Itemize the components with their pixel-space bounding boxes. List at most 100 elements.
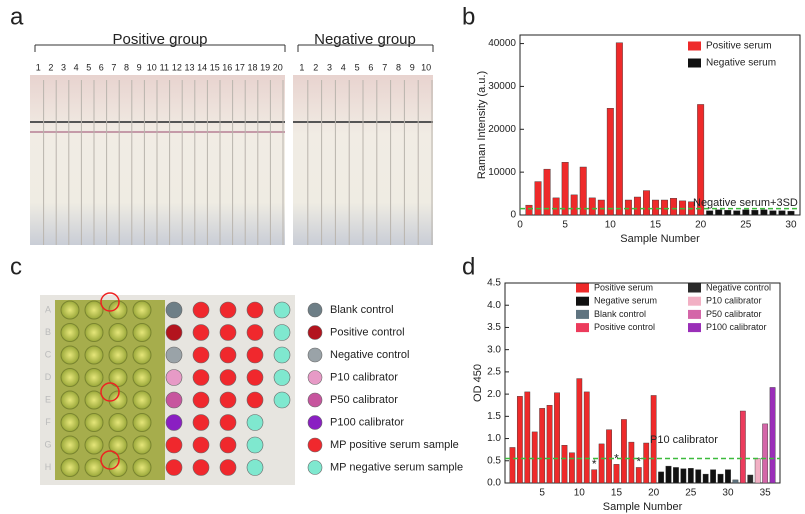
y-tick-label: 20000 [488,124,516,135]
y-tick-label: 1.0 [487,433,501,444]
well [132,323,152,342]
y-tick-label: 3.5 [487,322,501,333]
bar [561,445,568,484]
legend-label: Positive serum [706,41,772,52]
bar [670,198,677,216]
annotation: * [636,455,641,469]
bar [534,181,542,216]
y-tick-label: 0.0 [487,478,501,489]
bar [747,474,754,484]
legend-swatch [307,437,323,453]
sample-dot [246,301,264,319]
x-tick-label: 15 [611,488,623,499]
strip-number: 12 [172,62,182,72]
y-tick-label: 10000 [488,167,516,178]
x-axis-label: Sample Number [620,233,700,245]
bar [778,210,786,216]
row-letter: D [45,372,52,382]
bar [710,469,716,484]
x-tick-label: 25 [740,220,752,231]
sample-dot [273,301,291,319]
legend-label: MP negative serum sample [330,461,463,473]
bar [546,405,553,484]
legend-label: P100 calibrator [706,322,767,332]
legend-swatch [307,392,323,408]
strip-number: 7 [111,62,116,72]
bar [725,469,731,484]
bar [661,199,668,216]
bar [717,473,724,484]
bar [624,199,632,216]
legend-label: P100 calibrator [330,416,404,428]
strip-number: 10 [421,62,431,72]
strip-number: 6 [368,62,373,72]
y-tick-label: 1.5 [487,411,501,422]
bar [597,199,605,216]
sample-dot [246,324,264,341]
row-letter: B [45,327,51,337]
well [108,300,128,320]
sample-dot [192,301,210,319]
bar [715,209,723,216]
legend-label: P10 calibrator [706,296,762,306]
legend-swatch [688,283,701,293]
sample-dot [165,369,183,386]
bar [652,199,659,216]
bar [742,209,750,216]
bar [509,447,516,484]
strip-number: 5 [355,62,360,72]
well [84,323,104,342]
legend-label: Blank control [330,304,394,316]
sample-dot [219,301,237,319]
bar [650,395,657,484]
x-tick-label: 5 [562,220,568,231]
sample-dot [219,324,237,341]
x-tick-label: 10 [574,488,586,499]
bar [658,471,664,484]
row-letter: A [45,304,51,314]
well [132,390,152,410]
x-tick-label: 35 [760,488,772,499]
sample-dot [192,414,210,431]
bar [762,423,769,484]
bar [751,210,759,216]
bar [787,210,795,216]
sample-dot [165,436,183,454]
bar [635,467,642,484]
x-tick-label: 30 [785,220,797,231]
bar [680,468,687,484]
strip-number: 4 [74,62,79,72]
sample-dot [192,369,210,386]
legend-label: Negative control [330,349,410,361]
legend-swatch [576,309,589,319]
legend-label: Negative serum [706,58,776,69]
y-tick-label: 2.5 [487,367,501,378]
bar [643,442,650,484]
well [108,345,128,365]
y-tick-label: 30000 [488,81,516,92]
legend-swatch [307,347,323,363]
well [132,435,152,455]
bar [687,468,694,484]
strip-number: 3 [61,62,66,72]
y-tick-label: 4.0 [487,300,501,311]
strip-number: 2 [313,62,318,72]
sample-dot [273,324,291,341]
x-tick-label: 5 [539,488,545,499]
well [60,390,80,410]
legend-label: Positive control [330,326,405,338]
legend-swatch [688,309,701,319]
strip-number: 1 [36,62,41,72]
strip-number: 9 [137,62,142,72]
bar [754,458,761,484]
strip-number: 6 [99,62,104,72]
legend-label: MP positive serum sample [330,439,459,451]
legend-label: P50 calibrator [330,394,398,406]
bar [769,387,776,484]
well [132,413,152,432]
bar [524,391,531,484]
sample-dot [165,414,183,431]
legend-swatch [576,283,589,293]
sample-dot [273,391,291,409]
